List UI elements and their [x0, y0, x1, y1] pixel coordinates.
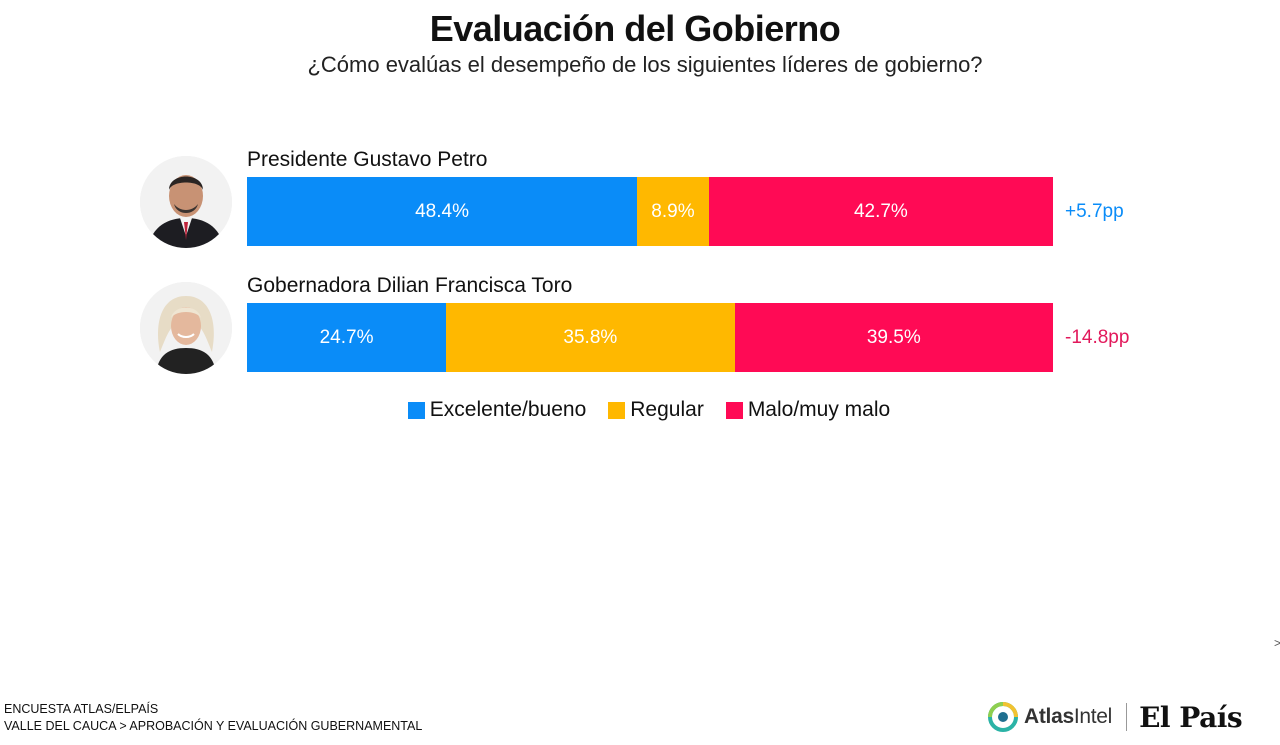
legend-swatch — [725, 401, 743, 419]
delta-value: +5.7pp — [1065, 201, 1124, 222]
legend-label: Excelente/bueno — [429, 398, 587, 421]
delta-value: -14.8pp — [1065, 327, 1130, 348]
chart-row-1: Presidente Gustavo Petro 48.4% 8.9% 42.7% … — [0, 148, 1280, 258]
chart-row-2: Gobernadora Dilian Francisca Toro 24.7% 3… — [0, 274, 1280, 384]
chart-title: Evaluación del Gobierno — [429, 8, 841, 49]
legend-item-regular: Regular — [608, 398, 704, 422]
chart-subtitle: ¿Cómo evalúas el desempeño de los siguie… — [307, 52, 983, 77]
atlasintel-logo-icon — [988, 702, 1018, 732]
legend-item-malo: Malo/muy malo — [725, 398, 891, 422]
stacked-bar: 48.4% 8.9% 42.7% — [247, 177, 1053, 246]
elpais-logo: El País — [1139, 700, 1243, 734]
person-portrait-icon — [140, 282, 232, 374]
legend-item-excelente: Excelente/bueno — [407, 398, 587, 422]
edge-mark: > — [1274, 636, 1280, 650]
legend-swatch — [608, 401, 626, 419]
legend: Excelente/bueno Regular Malo/muy malo — [0, 398, 1280, 422]
bar-segment-excelente-bueno: 24.7% — [247, 303, 447, 372]
logos: AtlasIntel El País — [988, 700, 1243, 734]
legend-label: Malo/muy malo — [747, 398, 891, 421]
footer-line-1: ENCUESTA ATLAS/ELPAÍS — [4, 702, 159, 716]
atlasintel-logo-text: AtlasIntel — [1024, 705, 1113, 728]
row-label: Gobernadora Dilian Francisca Toro — [247, 274, 573, 297]
legend-label: Regular — [630, 398, 704, 421]
stacked-bar: 24.7% 35.8% 39.5% — [247, 303, 1053, 372]
footer-line-2: VALLE DEL CAUCA > APROBACIÓN Y EVALUACIÓ… — [4, 719, 423, 733]
bar-segment-regular: 8.9% — [637, 177, 709, 246]
legend-swatch — [407, 401, 425, 419]
logo-divider — [1126, 703, 1128, 731]
person-portrait-icon — [140, 156, 232, 248]
bar-segment-regular: 35.8% — [446, 303, 735, 372]
bar-segment-malo-muy-malo: 42.7% — [708, 177, 1053, 246]
footer-source: ENCUESTA ATLAS/ELPAÍS VALLE DEL CAUCA > … — [4, 701, 422, 735]
bar-segment-excelente-bueno: 48.4% — [247, 177, 638, 246]
row-label: Presidente Gustavo Petro — [247, 148, 488, 171]
bar-segment-malo-muy-malo: 39.5% — [734, 303, 1053, 372]
